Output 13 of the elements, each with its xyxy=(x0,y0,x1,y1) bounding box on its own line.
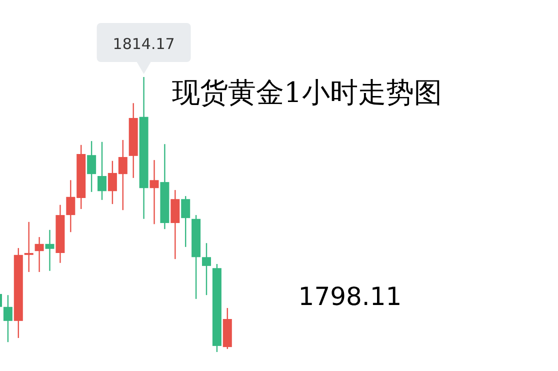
candlestick xyxy=(98,141,106,201)
candlestick xyxy=(170,189,180,260)
text: 1798.11 xyxy=(298,282,402,311)
candlestick xyxy=(181,195,190,248)
candlestick xyxy=(150,159,159,225)
candlestick xyxy=(24,221,34,273)
candlestick xyxy=(3,294,12,343)
candlestick xyxy=(34,236,44,273)
candlestick xyxy=(202,242,211,296)
text: 现货黄金1小时走势图 xyxy=(172,76,442,109)
candlestick xyxy=(87,140,96,193)
text: 1814.17 xyxy=(112,35,175,53)
candlestick xyxy=(45,229,54,272)
